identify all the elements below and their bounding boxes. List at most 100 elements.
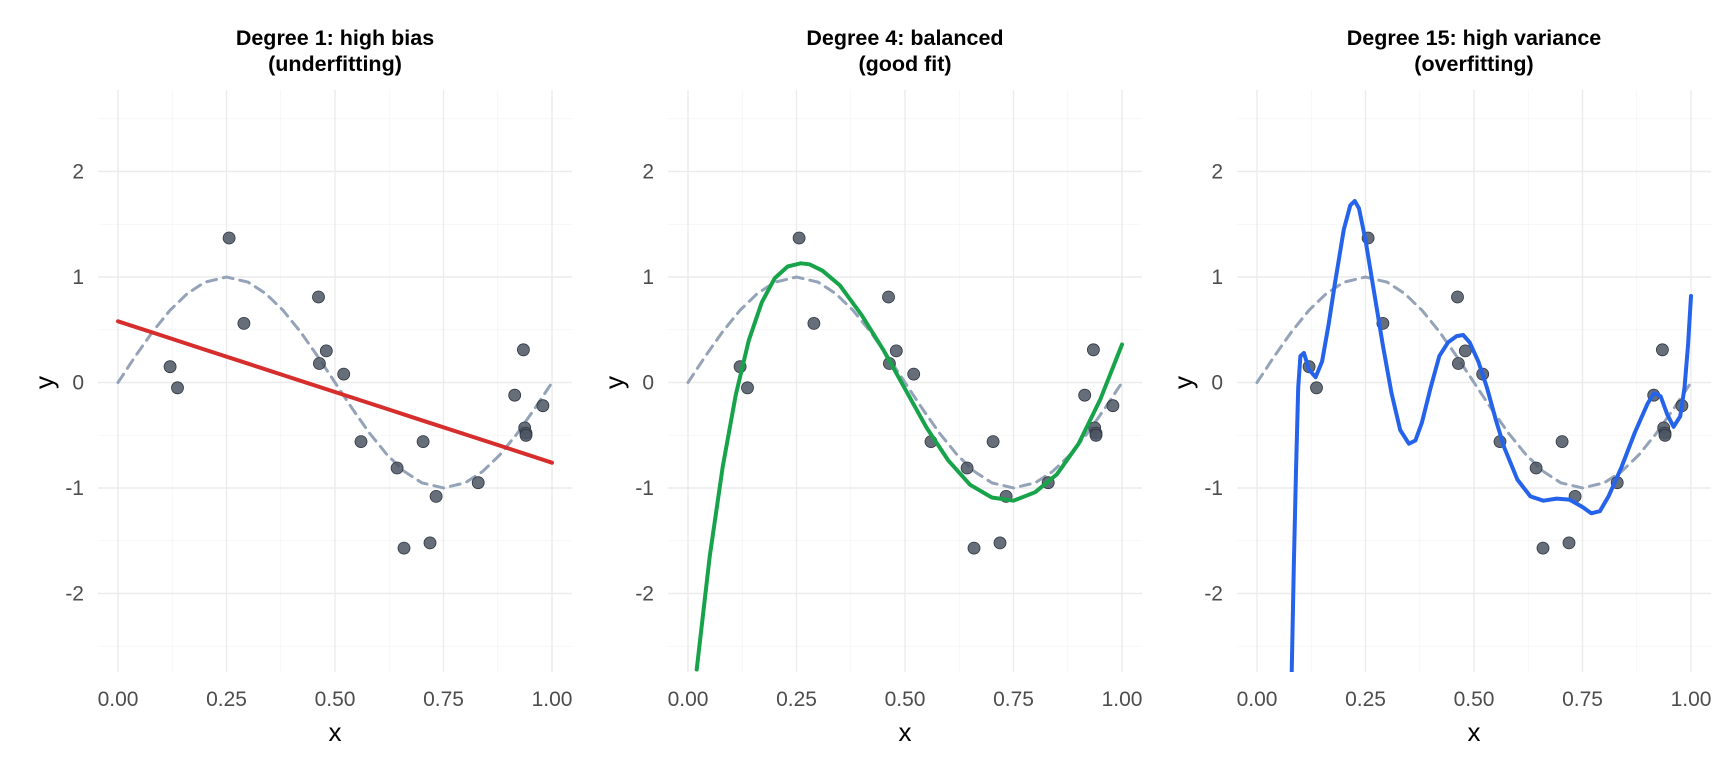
y-tick-label: 1 bbox=[72, 266, 84, 289]
data-point bbox=[508, 388, 522, 402]
data-point bbox=[319, 344, 333, 358]
data-point bbox=[237, 316, 251, 330]
y-tick-label: -2 bbox=[1204, 583, 1223, 606]
panel-degree-1: 2 1 0 -1 -2 0.00 0.25 0.50 0.75 1.00 x y Degree 1: h… bbox=[29, 26, 573, 747]
data-point bbox=[536, 399, 550, 413]
data-point bbox=[519, 428, 533, 442]
panel-degree-15: 2 1 0 -1 -2 0.00 0.25 0.50 0.75 1.00 x y Degree 15: … bbox=[1168, 26, 1712, 747]
y-tick-label: 2 bbox=[642, 161, 654, 184]
data-point bbox=[967, 541, 981, 555]
x-axis-title: x bbox=[329, 717, 342, 747]
fitted-curve bbox=[116, 319, 554, 465]
data-point bbox=[1106, 399, 1120, 413]
data-point bbox=[163, 360, 177, 374]
data-point bbox=[1078, 388, 1092, 402]
data-point bbox=[960, 461, 974, 475]
data-point bbox=[1658, 428, 1672, 442]
x-tick-label: 0.25 bbox=[206, 688, 247, 711]
panel-title-line: Degree 4: balanced bbox=[806, 26, 1003, 50]
data-point bbox=[312, 290, 325, 304]
y-tick-label: -1 bbox=[635, 477, 654, 500]
x-tick-label: 0.75 bbox=[423, 688, 464, 711]
x-tick-label: 0.75 bbox=[1562, 688, 1603, 711]
x-tick-label: 1.00 bbox=[532, 688, 573, 711]
data-point bbox=[423, 536, 437, 550]
data-point bbox=[907, 367, 921, 381]
y-tick-label: 1 bbox=[1211, 266, 1223, 289]
x-tick-label: 0.50 bbox=[885, 688, 926, 711]
data-point bbox=[390, 461, 404, 475]
true-function-line bbox=[116, 275, 554, 490]
data-point bbox=[429, 489, 443, 503]
fitted-curve bbox=[694, 261, 1124, 672]
data-point bbox=[741, 381, 754, 395]
x-tick-label: 0.00 bbox=[1237, 688, 1278, 711]
panel-title: Degree 4: balanced (good fit) bbox=[806, 26, 1003, 76]
data-point bbox=[1536, 541, 1550, 555]
plot-area bbox=[686, 231, 1124, 672]
data-point bbox=[471, 476, 485, 490]
data-point bbox=[1452, 357, 1465, 370]
panel-title-line: (good fit) bbox=[858, 52, 951, 76]
data-point bbox=[1529, 461, 1543, 475]
data-point bbox=[416, 435, 430, 449]
y-tick-label: -2 bbox=[65, 583, 84, 606]
data-point bbox=[397, 541, 411, 555]
data-point bbox=[1089, 428, 1103, 442]
data-point bbox=[882, 290, 895, 304]
y-tick-label: -2 bbox=[635, 583, 654, 606]
data-point bbox=[1451, 290, 1464, 304]
data-point bbox=[312, 357, 326, 370]
data-point bbox=[1458, 344, 1472, 358]
data-point bbox=[1562, 536, 1576, 550]
x-tick-label: 0.25 bbox=[776, 688, 817, 711]
x-tick-label: 1.00 bbox=[1102, 688, 1143, 711]
x-tick-label: 0.00 bbox=[668, 688, 709, 711]
data-point bbox=[1087, 343, 1100, 357]
y-axis-title: y bbox=[599, 376, 629, 389]
y-axis-title: y bbox=[29, 376, 59, 389]
true-function-line bbox=[686, 275, 1124, 490]
data-point bbox=[807, 316, 821, 330]
data-point bbox=[1310, 381, 1323, 395]
y-tick-label: -1 bbox=[65, 477, 84, 500]
y-tick-label: 0 bbox=[72, 372, 84, 395]
panel-title-line: (overfitting) bbox=[1414, 52, 1533, 76]
y-tick-label: 1 bbox=[642, 266, 654, 289]
x-tick-label: 0.50 bbox=[315, 688, 356, 711]
x-tick-label: 0.75 bbox=[993, 688, 1034, 711]
data-point bbox=[986, 435, 1000, 449]
panel-title-line: Degree 1: high bias bbox=[236, 26, 434, 50]
panel-degree-4: 2 1 0 -1 -2 0.00 0.25 0.50 0.75 1.00 x y Degree 4: b… bbox=[599, 26, 1143, 747]
plot-area bbox=[116, 231, 554, 555]
data-point bbox=[792, 231, 806, 245]
data-point bbox=[171, 381, 184, 395]
fitted-curve bbox=[1289, 199, 1693, 672]
data-point bbox=[354, 435, 368, 449]
data-point bbox=[1656, 343, 1669, 357]
data-point bbox=[517, 343, 530, 357]
x-tick-label: 0.25 bbox=[1345, 688, 1386, 711]
x-axis-title: x bbox=[1468, 717, 1481, 747]
panel-title-line: Degree 15: high variance bbox=[1347, 26, 1602, 50]
data-point bbox=[222, 231, 236, 245]
y-tick-label: 0 bbox=[1211, 372, 1223, 395]
plot-area bbox=[1255, 199, 1693, 672]
y-tick-label: 2 bbox=[72, 161, 84, 184]
y-tick-label: 0 bbox=[642, 372, 654, 395]
data-point bbox=[993, 536, 1007, 550]
data-point bbox=[889, 344, 903, 358]
panel-title-line: (underfitting) bbox=[268, 52, 402, 76]
y-tick-label: -1 bbox=[1204, 477, 1223, 500]
data-point bbox=[1555, 435, 1569, 449]
x-tick-label: 1.00 bbox=[1671, 688, 1712, 711]
panel-title: Degree 15: high variance (overfitting) bbox=[1347, 26, 1602, 76]
panel-title: Degree 1: high bias (underfitting) bbox=[236, 26, 434, 76]
y-axis-title: y bbox=[1168, 376, 1198, 389]
y-tick-label: 2 bbox=[1211, 161, 1223, 184]
x-tick-label: 0.50 bbox=[1454, 688, 1495, 711]
x-axis-title: x bbox=[899, 717, 912, 747]
x-tick-label: 0.00 bbox=[98, 688, 139, 711]
data-point bbox=[337, 367, 351, 381]
